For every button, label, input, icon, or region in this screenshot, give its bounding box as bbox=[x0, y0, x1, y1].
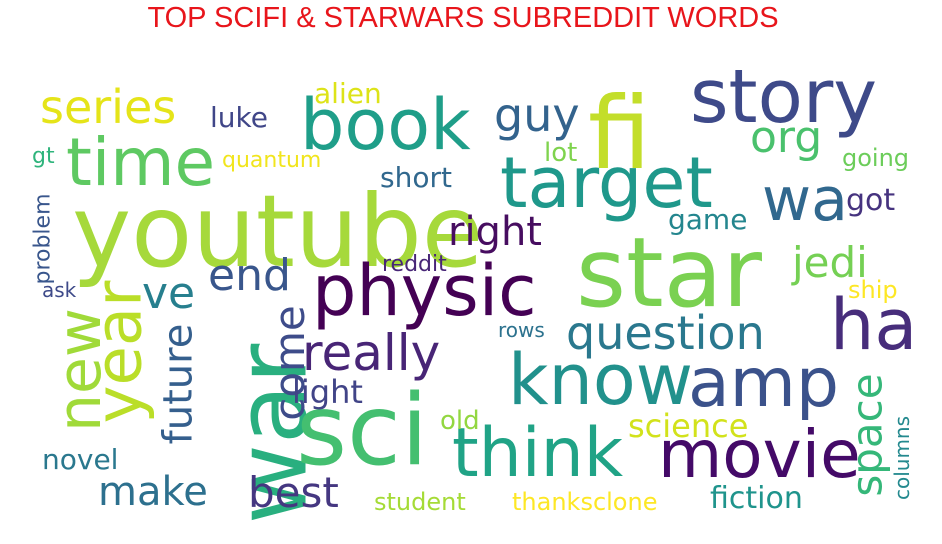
word-old: old bbox=[440, 406, 480, 436]
word-fi: fi bbox=[588, 75, 651, 192]
word-make: make bbox=[98, 469, 208, 515]
word-jedi: jedi bbox=[792, 238, 868, 287]
word-thanksclone: thanksclone bbox=[512, 488, 658, 516]
word-student: student bbox=[374, 488, 466, 516]
word-story: story bbox=[690, 54, 878, 140]
word-question: question bbox=[566, 306, 765, 360]
word-right: right bbox=[448, 209, 542, 255]
word-alien: alien bbox=[314, 77, 382, 110]
word-really: really bbox=[302, 324, 441, 382]
chart-title: TOP SCIFI & STARWARS SUBREDDIT WORDS bbox=[147, 2, 779, 34]
word-science: science bbox=[628, 407, 749, 445]
word-ha: ha bbox=[830, 284, 918, 366]
word-series: series bbox=[40, 80, 177, 134]
word-best: best bbox=[248, 468, 339, 517]
word-columns: columns bbox=[890, 415, 915, 501]
word-org: org bbox=[750, 112, 823, 163]
word-amp: amp bbox=[688, 344, 840, 423]
word-game: game bbox=[668, 203, 748, 236]
word-time: time bbox=[66, 124, 216, 201]
word-wa: wa bbox=[762, 165, 848, 235]
word-know: know bbox=[508, 339, 693, 421]
word-problem: problem bbox=[30, 193, 56, 285]
word-star: star bbox=[576, 217, 762, 329]
word-reddit: reddit bbox=[382, 252, 447, 277]
word-rows: rows bbox=[498, 318, 545, 342]
word-target: target bbox=[500, 142, 713, 224]
word-gt: gt bbox=[32, 144, 55, 169]
word-physic: physic bbox=[312, 250, 537, 332]
word-ask: ask bbox=[42, 278, 77, 302]
word-luke: luke bbox=[210, 101, 268, 134]
word-end: end bbox=[208, 250, 291, 301]
word-light: light bbox=[292, 373, 363, 411]
word-guy: guy bbox=[494, 88, 580, 142]
word-future: future bbox=[155, 323, 202, 445]
word-short: short bbox=[380, 161, 452, 194]
word-space: space bbox=[842, 373, 892, 497]
word-got: got bbox=[846, 183, 896, 218]
word-ve: ve bbox=[142, 268, 196, 319]
word-sci: sci bbox=[296, 374, 429, 488]
word-quantum: quantum bbox=[222, 148, 322, 173]
word-youtube: youtube bbox=[72, 173, 484, 290]
word-ship: ship bbox=[848, 276, 898, 304]
word-book: book bbox=[300, 84, 471, 166]
word-lot: lot bbox=[544, 138, 578, 168]
word-think: think bbox=[452, 414, 624, 493]
word-movie: movie bbox=[658, 416, 861, 493]
word-going: going bbox=[842, 144, 910, 172]
word-novel: novel bbox=[42, 443, 119, 476]
word-fiction: fiction bbox=[710, 481, 803, 516]
